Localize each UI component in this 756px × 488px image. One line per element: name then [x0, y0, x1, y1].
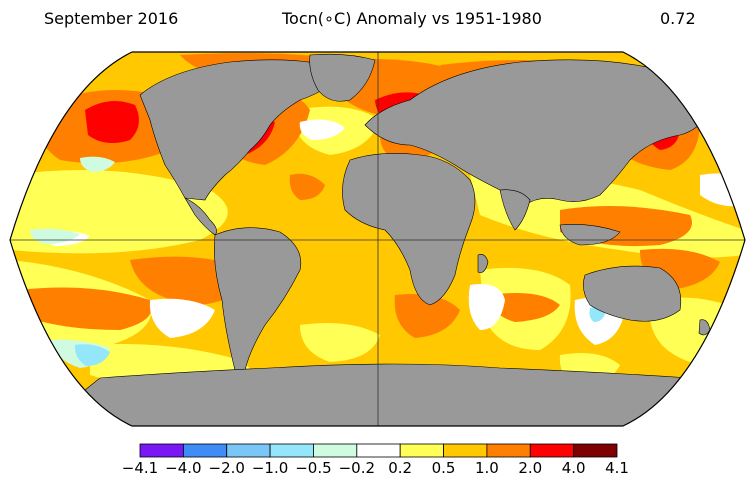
- colorbar-tick-label: 1.0: [474, 459, 499, 477]
- colorbar-tick-label: −2.0: [208, 459, 245, 477]
- colorbar-swatch: [139, 443, 184, 458]
- colorbar-swatch: [486, 443, 531, 458]
- colorbar-swatch: [182, 443, 228, 458]
- global-mean-value: 0.72: [660, 9, 696, 28]
- colorbar-swatch: [399, 443, 444, 458]
- map-title: Tocn(∘C) Anomaly vs 1951-1980: [282, 9, 542, 28]
- colorbar-swatch: [529, 443, 575, 458]
- colorbar-swatch: [313, 443, 358, 458]
- colorbar-tick-label: 0.2: [388, 459, 413, 477]
- colorbar-swatch: [269, 443, 314, 458]
- colorbar-tick-label: −1.0: [251, 459, 289, 477]
- map-date-label: September 2016: [44, 9, 179, 28]
- colorbar-tick-label: −4.1: [121, 459, 159, 477]
- anomaly-band-cold: [74, 307, 605, 366]
- colorbar-tick-label: −4.0: [165, 459, 202, 477]
- map-border: [9, 51, 746, 427]
- colorbar-tick-label: 2.0: [518, 459, 543, 477]
- colorbar-swatch: [356, 443, 401, 458]
- colorbar-swatch: [226, 443, 271, 458]
- colorbar-swatch: [573, 443, 618, 458]
- colorbar-swatch: [443, 443, 488, 458]
- colorbar-tick-label: −0.2: [338, 459, 376, 477]
- colorbar-tick-label: 4.0: [561, 459, 586, 477]
- colorbar-tick-label: 4.1: [605, 459, 629, 477]
- colorbar-tick-label: −0.5: [295, 459, 332, 477]
- land-masses: [39, 53, 721, 426]
- colorbar-tick-label: 0.5: [431, 459, 456, 477]
- colorbar: [139, 443, 618, 458]
